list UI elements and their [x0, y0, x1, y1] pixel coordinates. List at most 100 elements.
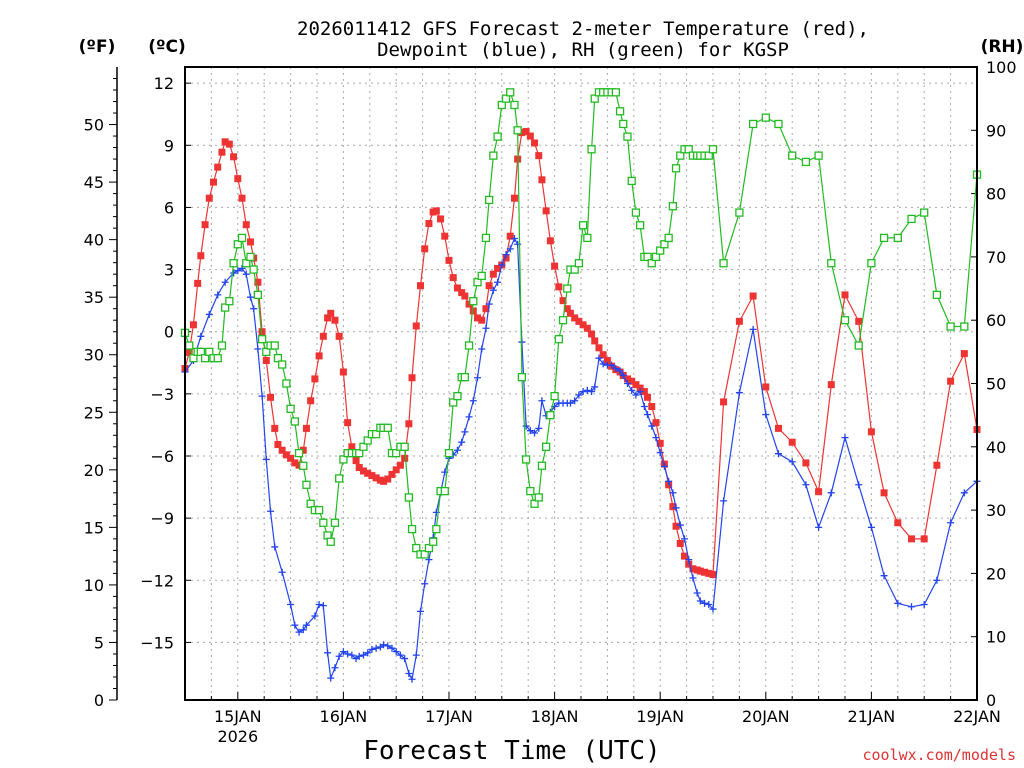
temperature-point	[709, 571, 717, 579]
dewpoint-point	[489, 286, 497, 294]
dewpoint-point	[689, 574, 697, 582]
dewpoint-point	[665, 477, 673, 485]
dewpoint-point	[571, 397, 579, 405]
x-tick-sublabel: 2026	[217, 727, 258, 746]
temperature-point	[506, 232, 514, 240]
temperature-point	[591, 337, 599, 345]
rh-point	[383, 423, 392, 432]
temperature-point	[960, 350, 968, 358]
celsius-tick-label: −6	[150, 447, 174, 466]
rh-tick-label: 10	[986, 628, 1006, 647]
temperature-point	[478, 316, 486, 324]
rh-point	[526, 486, 535, 496]
dewpoint-point	[705, 600, 713, 608]
rh-point	[363, 436, 372, 445]
temperature-point	[735, 317, 743, 325]
dewpoint-point	[709, 605, 717, 613]
temperature-point	[632, 381, 640, 389]
celsius-tick-label: −9	[150, 509, 174, 528]
rh-point	[460, 373, 469, 382]
rh-point	[339, 455, 348, 464]
temperature-point	[352, 457, 360, 465]
rh-point	[189, 354, 198, 363]
temperature-point	[588, 330, 596, 338]
rh-point	[501, 94, 511, 103]
rh-point	[290, 417, 299, 426]
x-tick-label: 15JAN	[214, 707, 262, 726]
rh-point	[506, 88, 515, 97]
temperature-point	[267, 393, 275, 401]
dewpoint-point	[880, 572, 888, 580]
dewpoint-point	[680, 535, 688, 543]
temperature-point	[327, 309, 335, 317]
temperature-point	[225, 140, 233, 148]
temperature-point	[218, 148, 226, 156]
temperature-point	[551, 262, 559, 270]
dewpoint-point	[242, 270, 250, 278]
temperature-point	[522, 127, 530, 135]
rh-point	[481, 233, 491, 243]
rh-point	[558, 316, 568, 325]
dewpoint-point	[510, 234, 518, 242]
rh-point	[615, 107, 625, 116]
rh-point	[946, 322, 955, 331]
dewpoint-point	[230, 269, 238, 277]
rh-point	[867, 259, 876, 268]
temperature-point	[685, 560, 693, 568]
rh-point	[676, 151, 685, 160]
dewpoint-point	[234, 267, 242, 275]
temperature-point	[920, 535, 928, 543]
rh-tick-label: 0	[986, 691, 996, 710]
rh-point	[453, 392, 462, 401]
dewpoint-point	[894, 599, 902, 607]
fahrenheit-tick-label: 0	[94, 691, 104, 710]
dewpoint-point	[802, 481, 810, 489]
rh-point	[407, 524, 417, 534]
rh-point	[668, 202, 678, 211]
dewpoint-point	[474, 374, 482, 382]
rh-tick-label: 80	[986, 185, 1006, 204]
dewpoint-point	[355, 652, 363, 660]
celsius-tick-label: −3	[150, 385, 174, 404]
dewpoint-point	[197, 332, 205, 340]
dewpoint-point	[344, 650, 352, 658]
temperature-point	[720, 398, 728, 406]
rh-point	[534, 493, 543, 502]
temperature-point	[656, 439, 664, 447]
dewpoint-point	[267, 507, 275, 515]
rh-point	[220, 303, 230, 312]
dewpoint-point	[205, 310, 213, 318]
temperature-point	[368, 472, 376, 480]
temperature-point	[894, 519, 902, 527]
temperature-point	[246, 238, 254, 246]
temperature-point	[254, 278, 262, 286]
rh-point	[660, 240, 669, 249]
temperature-point	[307, 397, 315, 405]
dewpoint-point	[608, 361, 616, 369]
dewpoint-point	[348, 651, 356, 659]
rh-point	[587, 145, 596, 154]
temperature-point	[696, 567, 704, 575]
rh-point	[537, 461, 547, 470]
rh-point	[546, 410, 555, 420]
rh-point	[249, 265, 258, 274]
rh-point	[200, 354, 210, 363]
rh-point	[286, 404, 295, 413]
temperature-point	[278, 446, 286, 454]
rh-point	[684, 145, 693, 154]
x-tick-label: 20JAN	[742, 707, 790, 726]
rh-point	[574, 259, 584, 268]
dewpoint-point	[319, 602, 327, 610]
dewpoint-point	[384, 642, 392, 650]
rh-point	[229, 259, 238, 268]
temperature-point	[331, 316, 339, 324]
rh-point	[554, 335, 563, 344]
rh-point	[960, 322, 969, 331]
temperature-point	[271, 424, 279, 432]
temperature-point	[841, 291, 849, 299]
chart-title-line2: Dewpoint (blue), RH (green) for KGSP	[377, 39, 789, 61]
temperature-point	[189, 321, 197, 329]
dewpoint-point	[482, 324, 490, 332]
temperature-point	[669, 503, 677, 511]
